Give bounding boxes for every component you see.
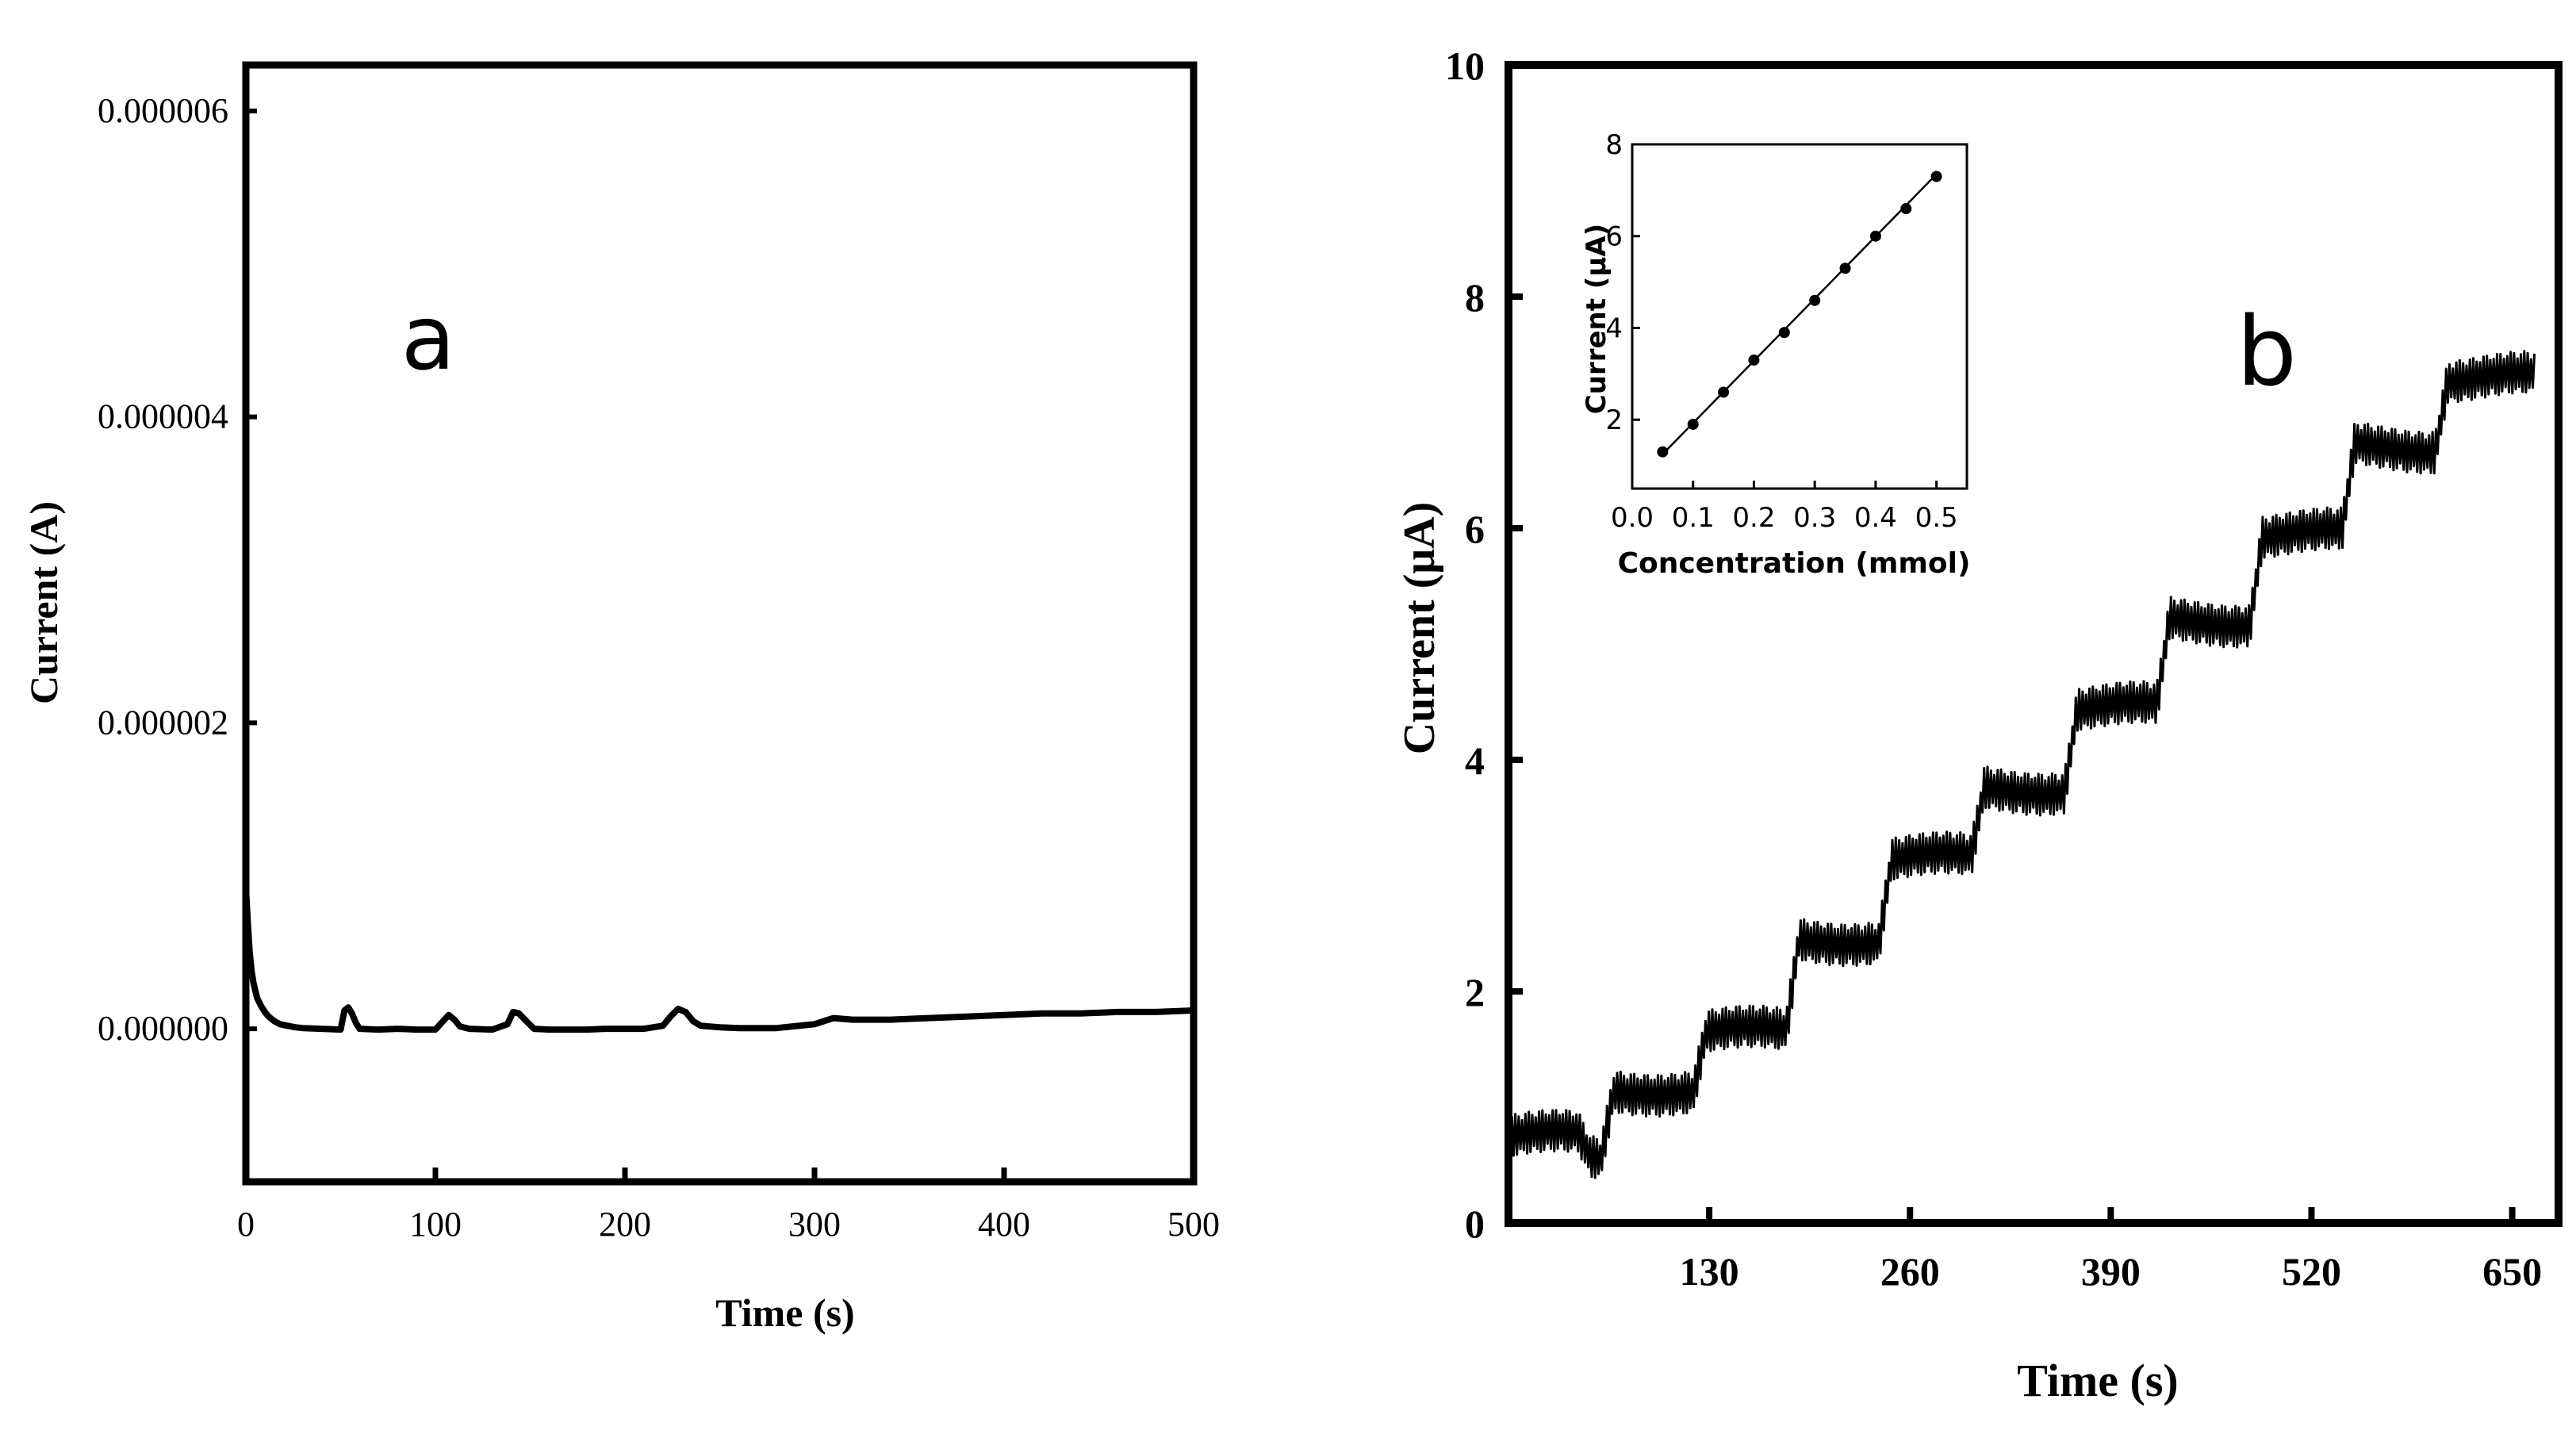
inset-data-point <box>1809 294 1821 306</box>
inset-data-point <box>1839 263 1851 274</box>
inset-data-point <box>1930 171 1942 182</box>
panel-b-x-axis-title: Time (s) <box>2017 1355 2179 1406</box>
panel-a-plot-area <box>243 886 1194 1033</box>
panel-a-label: a <box>401 287 456 390</box>
panel-b: b 0 2 4 6 8 10 130 260 390 520 650 Time (s) Curre… <box>1395 44 2563 1406</box>
panel-a-x-tick-label: 300 <box>788 1205 841 1244</box>
inset-x-axis-title: Concentration (mmol) <box>1618 547 1971 580</box>
inset-data-point <box>1900 203 1912 215</box>
panel-a: a 0.000000 0.000002 0.000004 0.000006 0 100 2… <box>21 61 1220 1335</box>
inset-y-axis: 2 4 6 8 <box>1605 129 1640 436</box>
panel-b-x-tick-label: 650 <box>2482 1249 2542 1294</box>
inset-y-tick-label: 6 <box>1605 221 1623 253</box>
panel-b-y-axis-title: Current (μA) <box>1395 502 1444 754</box>
inset-x-tick-label: 0.3 <box>1793 502 1836 534</box>
panel-a-x-tick-label: 100 <box>409 1205 462 1244</box>
panel-b-y-tick-label: 4 <box>1465 738 1485 783</box>
panel-a-x-tick-label: 400 <box>978 1205 1030 1244</box>
inset-data-point <box>1869 230 1881 242</box>
panel-a-y-tick-label: 0.000002 <box>98 703 228 742</box>
inset-x-tick-label: 0.0 <box>1611 502 1654 534</box>
inset-x-tick-label: 0.4 <box>1854 502 1897 534</box>
panel-a-x-tick-label: 500 <box>1167 1205 1220 1244</box>
panel-a-series-line <box>243 886 1194 1033</box>
inset-y-axis-title: Current (μA) <box>1581 224 1612 414</box>
panel-b-y-tick-label: 6 <box>1465 507 1485 551</box>
panel-a-x-axis-title: Time (s) <box>715 1290 854 1335</box>
inset-data-point <box>1748 354 1760 366</box>
panel-a-y-tick-label: 0.000000 <box>98 1009 228 1048</box>
panel-b-y-tick-label: 8 <box>1465 275 1485 320</box>
inset-data-point <box>1687 418 1699 430</box>
panel-b-y-tick-label: 0 <box>1465 1202 1485 1246</box>
panel-b-series-line <box>1507 350 2536 1179</box>
inset-x-tick-label: 0.5 <box>1915 502 1958 534</box>
inset-x-axis: 0.0 0.1 0.2 0.3 0.4 0.5 <box>1611 481 1958 534</box>
panel-b-x-tick-label: 260 <box>1880 1249 1940 1294</box>
panel-a-frame <box>242 61 1198 1186</box>
inset-data-point <box>1657 446 1669 458</box>
inset-background <box>1632 144 1967 489</box>
panel-b-label: b <box>2237 297 2297 408</box>
panel-b-plot-area <box>1507 350 2536 1179</box>
panel-a-x-tick-label: 200 <box>599 1205 651 1244</box>
inset-fit-line <box>1662 173 1938 455</box>
inset-y-tick-label: 8 <box>1605 129 1623 161</box>
inset-x-tick-label: 0.1 <box>1672 502 1715 534</box>
panel-b-x-tick-label: 520 <box>2282 1249 2341 1294</box>
inset-x-tick-label: 0.2 <box>1732 502 1775 534</box>
inset-plot-area <box>1657 171 1942 458</box>
panel-b-y-tick-label: 2 <box>1465 970 1485 1014</box>
inset-data-point <box>1778 327 1790 339</box>
panel-b-x-tick-label: 390 <box>2081 1249 2141 1294</box>
panel-b-x-tick-label: 130 <box>1680 1249 1739 1294</box>
panel-b-y-tick-label: 10 <box>1445 44 1485 88</box>
panel-a-y-axis: 0.000000 0.000002 0.000004 0.000006 <box>98 91 257 1048</box>
inset-y-tick-label: 4 <box>1605 312 1623 344</box>
panel-b-inset: 2 4 6 8 0.0 0.1 0.2 0.3 0.4 0.5 Concentration (m… <box>1581 129 1970 580</box>
panel-a-y-tick-label: 0.000006 <box>98 91 228 130</box>
panel-a-y-axis-title: Current (A) <box>21 501 66 704</box>
panel-a-x-tick-label: 0 <box>237 1205 255 1244</box>
inset-frame <box>1631 143 1968 490</box>
panel-a-y-tick-label: 0.000004 <box>98 397 228 436</box>
inset-data-point <box>1718 386 1730 398</box>
inset-y-tick-label: 2 <box>1605 405 1623 436</box>
panel-b-frame <box>1505 61 2563 1227</box>
